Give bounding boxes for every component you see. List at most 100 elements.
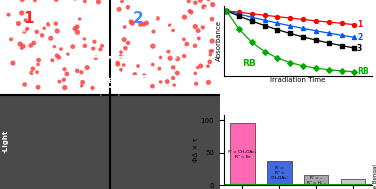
Point — [203, 23, 209, 26]
Point — [181, 55, 187, 58]
Text: 2: 2 — [357, 33, 362, 42]
Point — [53, 0, 59, 1]
Point — [24, 27, 30, 30]
Point — [84, 66, 90, 69]
X-axis label: Irradiation Time: Irradiation Time — [270, 77, 326, 84]
Point — [287, 61, 293, 64]
Point — [62, 86, 68, 89]
Point — [118, 51, 124, 54]
Point — [300, 27, 306, 30]
Point — [171, 84, 177, 87]
Point — [170, 77, 176, 80]
Point — [81, 37, 87, 40]
Point — [74, 25, 80, 28]
Y-axis label: ΦΔ × τ: ΦΔ × τ — [193, 138, 199, 162]
Text: N: N — [124, 78, 130, 84]
Point — [74, 31, 80, 34]
Point — [36, 59, 42, 62]
Point — [121, 38, 127, 41]
Point — [77, 17, 83, 20]
Point — [172, 56, 178, 59]
Point — [150, 45, 156, 48]
Point — [79, 84, 85, 87]
Point — [300, 18, 306, 21]
Point — [274, 28, 280, 31]
Point — [262, 24, 268, 27]
Point — [62, 68, 68, 71]
Point — [80, 81, 86, 84]
Point — [198, 64, 204, 67]
Point — [287, 24, 293, 27]
Point — [351, 70, 357, 73]
Point — [17, 43, 23, 46]
Point — [249, 19, 255, 22]
Point — [23, 19, 29, 22]
Point — [91, 40, 97, 43]
Point — [121, 64, 127, 67]
Text: RB: RB — [357, 67, 368, 76]
Point — [287, 32, 293, 35]
Point — [207, 60, 213, 63]
Point — [138, 23, 144, 26]
Bar — [0, 94, 110, 189]
Point — [165, 50, 171, 53]
Point — [41, 27, 47, 30]
Point — [6, 85, 12, 88]
Text: 2: 2 — [133, 11, 144, 26]
Point — [93, 56, 99, 59]
Text: F: F — [99, 92, 103, 97]
Point — [19, 12, 25, 15]
Point — [64, 72, 70, 75]
Point — [193, 82, 199, 85]
Text: +Light: +Light — [3, 34, 9, 60]
Point — [141, 23, 147, 26]
Point — [99, 44, 105, 47]
Point — [185, 13, 191, 16]
Point — [201, 5, 207, 9]
Point — [236, 11, 242, 14]
Point — [152, 16, 158, 19]
Point — [82, 0, 88, 3]
Point — [10, 62, 16, 65]
Point — [35, 63, 41, 66]
Point — [21, 29, 27, 32]
Y-axis label: Absorbance: Absorbance — [216, 20, 222, 61]
Point — [11, 30, 17, 33]
Point — [181, 38, 187, 41]
Point — [29, 71, 35, 74]
Point — [115, 63, 121, 66]
Point — [192, 72, 198, 75]
Point — [195, 29, 201, 32]
Point — [138, 65, 144, 68]
Point — [158, 78, 164, 81]
Point — [65, 53, 71, 56]
Point — [95, 27, 101, 30]
Point — [326, 32, 332, 35]
Point — [6, 13, 12, 16]
Point — [196, 37, 202, 40]
Point — [186, 10, 193, 13]
Point — [167, 24, 173, 27]
Point — [125, 6, 131, 9]
Point — [132, 73, 138, 76]
Point — [85, 18, 91, 21]
Text: F: F — [117, 92, 121, 97]
Text: Rᴵ = –
Rᴵᴵ = H; –: Rᴵ = – Rᴵᴵ = H; – — [307, 176, 326, 185]
Point — [125, 41, 131, 44]
Point — [168, 26, 174, 29]
Point — [200, 26, 206, 29]
Point — [144, 22, 150, 25]
Point — [205, 65, 211, 68]
Point — [223, 9, 229, 12]
Point — [205, 28, 211, 31]
Point — [150, 63, 156, 66]
Point — [203, 7, 209, 10]
Point — [326, 68, 332, 71]
Point — [48, 37, 54, 40]
Point — [34, 30, 40, 33]
Point — [351, 36, 357, 39]
Point — [15, 31, 21, 34]
Point — [32, 0, 38, 2]
Bar — [267, 161, 291, 185]
Point — [313, 67, 319, 70]
